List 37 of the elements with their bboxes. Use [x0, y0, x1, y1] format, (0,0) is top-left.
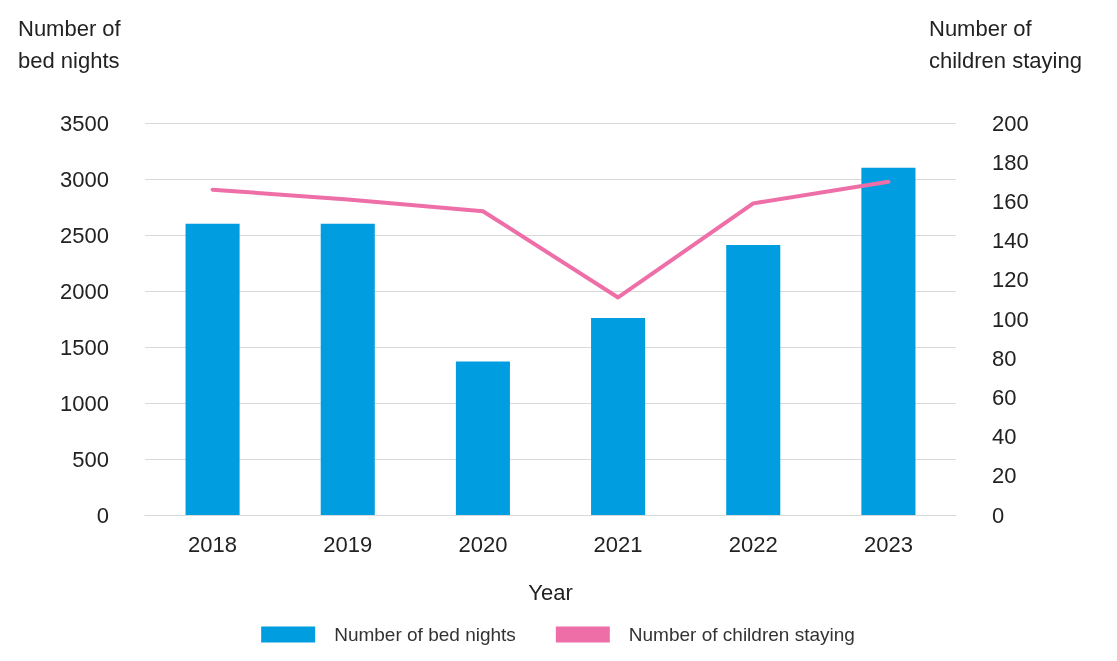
- y2-axis-title: Number of children staying: [929, 15, 1082, 73]
- bar: [591, 317, 646, 515]
- x-tick-label: 2018: [188, 531, 238, 557]
- y2-tick-label: 20: [992, 463, 1017, 489]
- y2-tick-label: 120: [992, 267, 1029, 293]
- y2-tick-label: 200: [992, 110, 1029, 136]
- x-axis-title: Year: [528, 579, 573, 605]
- y-axis-title: Number of bed nights: [18, 15, 127, 73]
- y2-tick-label: 80: [992, 345, 1017, 371]
- y-tick-label: 500: [72, 446, 109, 472]
- bar: [455, 361, 510, 515]
- y2-tick-label: 0: [992, 502, 1005, 528]
- x-tick-label: 2021: [593, 531, 643, 557]
- bar: [726, 245, 781, 515]
- legend-label: Number of bed nights: [334, 624, 516, 645]
- bar: [185, 223, 240, 515]
- y-tick-label: 3000: [60, 166, 109, 192]
- y-tick-label: 1500: [60, 334, 109, 360]
- x-tick-label: 2020: [458, 531, 508, 557]
- y-tick-label: 1000: [60, 390, 109, 416]
- y2-tick-label: 140: [992, 228, 1029, 254]
- y2-tick-label: 160: [992, 188, 1029, 214]
- y2-tick-label: 60: [992, 384, 1017, 410]
- y2-tick-label: 180: [992, 149, 1029, 175]
- x-tick-label: 2023: [863, 531, 913, 557]
- y2-tick-label: 100: [992, 306, 1029, 332]
- x-tick-label: 2022: [728, 531, 778, 557]
- x-tick-label: 2019: [323, 531, 373, 557]
- line-series: [210, 179, 891, 300]
- y-tick-label: 2000: [60, 278, 109, 304]
- y2-tick-label: 40: [992, 424, 1017, 450]
- y-tick-label: 3500: [60, 110, 109, 136]
- y-tick-label: 0: [96, 502, 109, 528]
- legend-label: Number of children staying: [628, 624, 855, 645]
- y-tick-label: 2500: [60, 222, 109, 248]
- bar: [320, 223, 375, 515]
- bar: [861, 167, 916, 515]
